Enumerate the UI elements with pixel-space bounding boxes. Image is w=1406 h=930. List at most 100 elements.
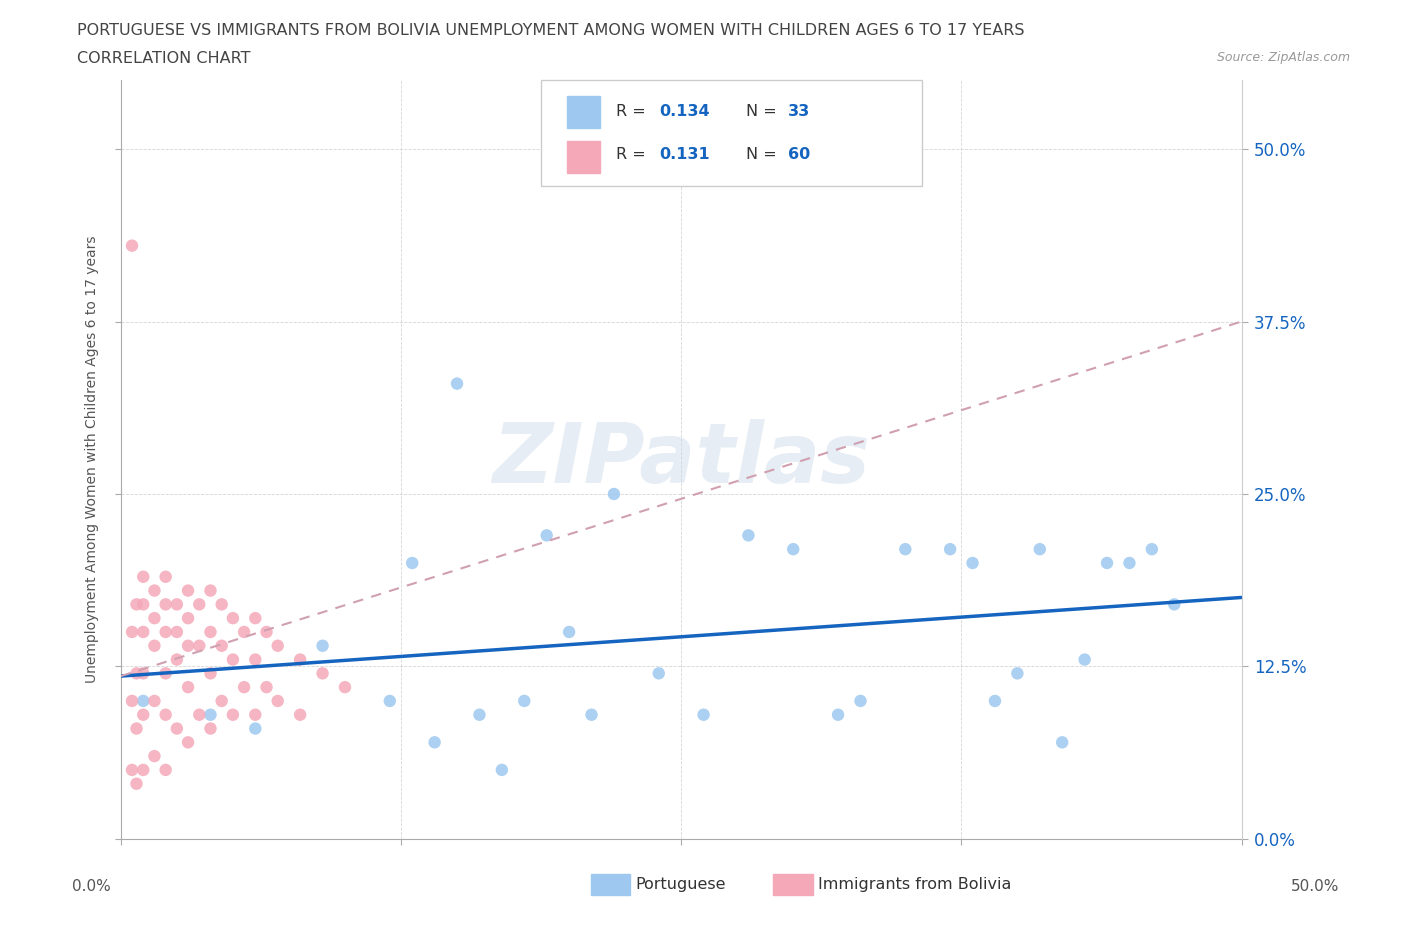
Point	[513, 694, 536, 709]
Point	[121, 238, 143, 253]
Point	[155, 763, 177, 777]
FancyBboxPatch shape	[541, 80, 922, 186]
Point	[256, 625, 278, 640]
Point	[288, 708, 311, 723]
Point	[267, 638, 290, 653]
Text: N =: N =	[747, 148, 782, 163]
Point	[155, 597, 177, 612]
Point	[222, 652, 245, 667]
Text: R =: R =	[616, 148, 651, 163]
Point	[143, 694, 166, 709]
Point	[256, 680, 278, 695]
Text: N =: N =	[747, 104, 782, 119]
Text: Source: ZipAtlas.com: Source: ZipAtlas.com	[1216, 51, 1350, 64]
Point	[491, 763, 513, 777]
Point	[423, 735, 446, 750]
Point	[1050, 735, 1073, 750]
Text: 50.0%: 50.0%	[1291, 879, 1339, 894]
Point	[245, 708, 267, 723]
Point	[603, 486, 626, 501]
Text: 0.0%: 0.0%	[72, 879, 111, 894]
Point	[121, 763, 143, 777]
Point	[143, 611, 166, 626]
Text: 0.131: 0.131	[659, 148, 710, 163]
Point	[200, 666, 222, 681]
Point	[267, 694, 290, 709]
Point	[1029, 542, 1052, 557]
Text: 0.134: 0.134	[659, 104, 710, 119]
Point	[311, 666, 333, 681]
Text: CORRELATION CHART: CORRELATION CHART	[77, 51, 250, 66]
Point	[188, 708, 211, 723]
Point	[827, 708, 849, 723]
Point	[132, 569, 155, 584]
Point	[211, 597, 233, 612]
Point	[233, 625, 256, 640]
Point	[1118, 555, 1140, 570]
Point	[401, 555, 423, 570]
Point	[288, 652, 311, 667]
Point	[939, 542, 962, 557]
Point	[245, 652, 267, 667]
Point	[132, 694, 155, 709]
Point	[132, 625, 155, 640]
Point	[1007, 666, 1029, 681]
Point	[200, 583, 222, 598]
Text: Portuguese: Portuguese	[636, 877, 725, 892]
Point	[166, 652, 188, 667]
Point	[333, 680, 356, 695]
FancyBboxPatch shape	[567, 97, 600, 128]
Point	[166, 721, 188, 736]
Point	[155, 666, 177, 681]
Point	[155, 708, 177, 723]
Point	[849, 694, 872, 709]
Point	[177, 611, 200, 626]
Point	[581, 708, 603, 723]
Point	[125, 666, 148, 681]
Point	[1140, 542, 1163, 557]
Point	[962, 555, 984, 570]
Point	[143, 583, 166, 598]
Point	[648, 666, 671, 681]
Point	[155, 569, 177, 584]
Point	[311, 638, 333, 653]
Point	[125, 597, 148, 612]
Point	[984, 694, 1007, 709]
Point	[245, 611, 267, 626]
Point	[166, 625, 188, 640]
Point	[143, 638, 166, 653]
Y-axis label: Unemployment Among Women with Children Ages 6 to 17 years: Unemployment Among Women with Children A…	[86, 235, 100, 684]
Point	[132, 666, 155, 681]
Point	[121, 694, 143, 709]
Point	[222, 611, 245, 626]
Point	[155, 625, 177, 640]
Text: 60: 60	[787, 148, 810, 163]
Point	[782, 542, 804, 557]
Point	[211, 694, 233, 709]
Point	[222, 708, 245, 723]
Point	[1163, 597, 1185, 612]
Point	[200, 708, 222, 723]
Point	[737, 528, 759, 543]
Point	[177, 680, 200, 695]
Text: R =: R =	[616, 104, 651, 119]
Point	[143, 749, 166, 764]
Point	[536, 528, 558, 543]
Point	[188, 597, 211, 612]
Point	[177, 638, 200, 653]
Point	[558, 625, 581, 640]
Point	[125, 721, 148, 736]
Text: Immigrants from Bolivia: Immigrants from Bolivia	[818, 877, 1012, 892]
Point	[132, 597, 155, 612]
Point	[132, 708, 155, 723]
Point	[177, 583, 200, 598]
Text: 33: 33	[787, 104, 810, 119]
Point	[177, 735, 200, 750]
Point	[125, 777, 148, 791]
Point	[1073, 652, 1095, 667]
Point	[692, 708, 714, 723]
Point	[166, 597, 188, 612]
Point	[200, 721, 222, 736]
Point	[446, 376, 468, 391]
Point	[121, 625, 143, 640]
